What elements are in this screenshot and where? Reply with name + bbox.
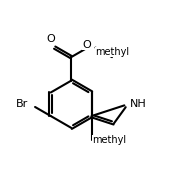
Text: Br: Br <box>16 99 29 109</box>
Text: methyl: methyl <box>93 135 127 145</box>
Text: NH: NH <box>130 99 147 109</box>
Text: methyl: methyl <box>95 47 129 57</box>
Text: O: O <box>46 35 55 44</box>
Text: O: O <box>82 40 91 50</box>
